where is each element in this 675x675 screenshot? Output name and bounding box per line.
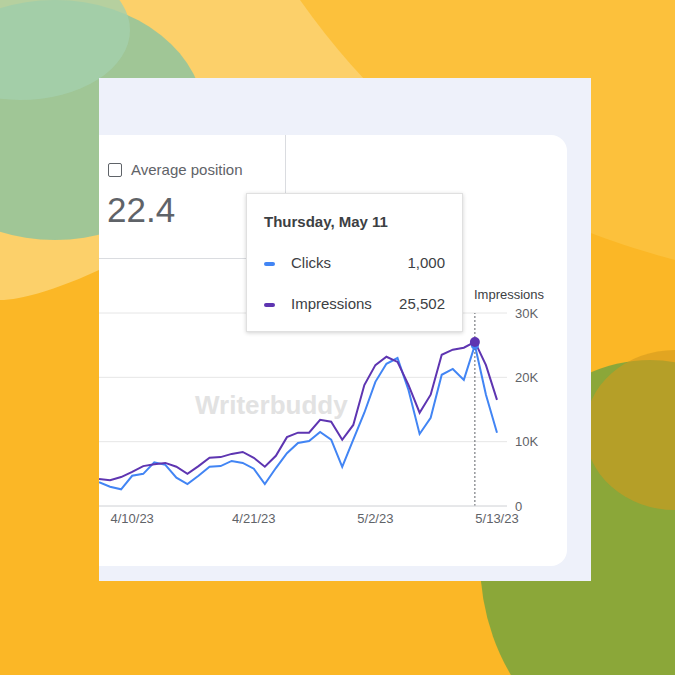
svg-text:4/10/23: 4/10/23 bbox=[110, 511, 153, 526]
html-text:Clicks: Clicks bbox=[291, 254, 331, 271]
svg-text:30K: 30K bbox=[515, 306, 538, 321]
svg-text:0: 0 bbox=[515, 499, 522, 514]
html-text:1,000: 1,000 bbox=[407, 254, 445, 271]
svg-text:20K: 20K bbox=[515, 370, 538, 385]
svg-text:10K: 10K bbox=[515, 434, 538, 449]
html-text:22.4: 22.4 bbox=[107, 190, 176, 229]
html-text:Thursday, May 11: Thursday, May 11 bbox=[264, 213, 388, 230]
html-text:Writerbuddy: Writerbuddy bbox=[195, 390, 348, 420]
html-text:Impressions: Impressions bbox=[474, 287, 545, 302]
svg-text:4/21/23: 4/21/23 bbox=[232, 511, 275, 526]
html-text:Impressions: Impressions bbox=[291, 295, 372, 312]
svg-text:5/2/23: 5/2/23 bbox=[357, 511, 393, 526]
html-text:25,502: 25,502 bbox=[399, 295, 445, 312]
svg-text:5/13/23: 5/13/23 bbox=[475, 511, 518, 526]
html-text:Average position: Average position bbox=[131, 161, 243, 178]
